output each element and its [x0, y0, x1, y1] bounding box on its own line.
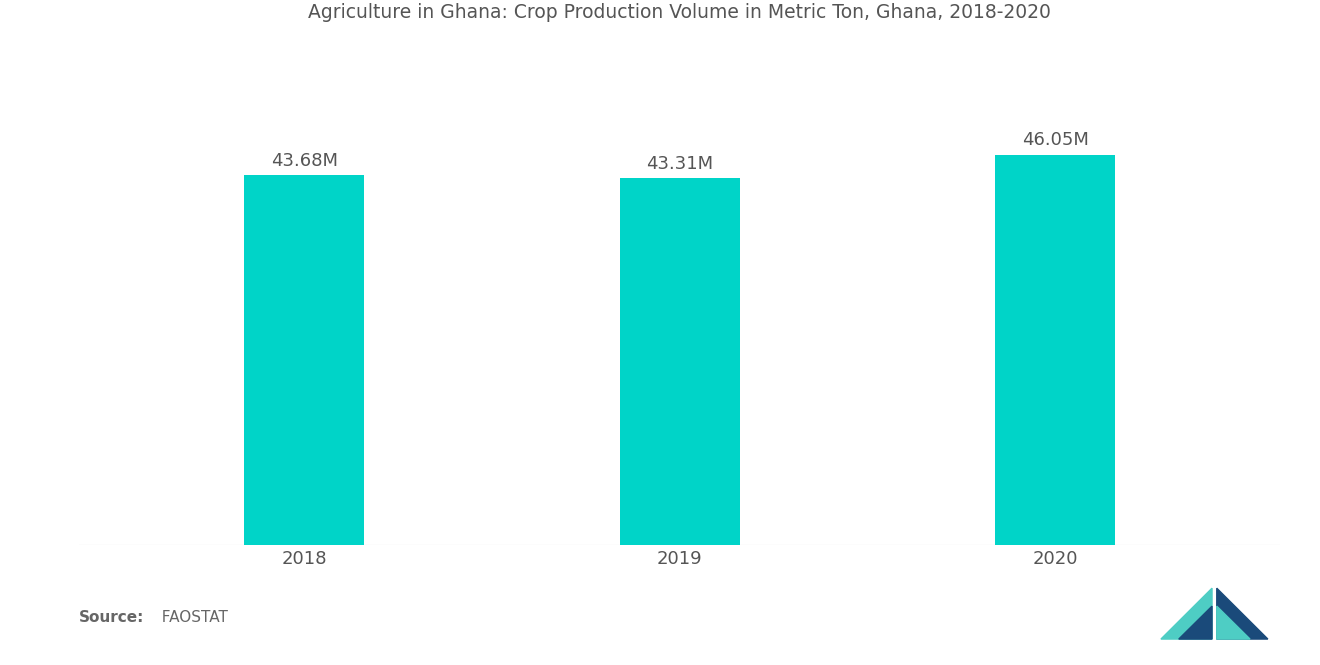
Polygon shape	[1179, 606, 1212, 639]
Bar	[995, 154, 1115, 545]
Polygon shape	[1217, 589, 1267, 639]
Text: 43.68M: 43.68M	[271, 152, 338, 170]
Text: 43.31M: 43.31M	[647, 155, 713, 173]
Text: 46.05M: 46.05M	[1022, 132, 1089, 150]
Polygon shape	[1162, 589, 1212, 639]
Bar	[244, 175, 364, 545]
Title: Agriculture in Ghana: Crop Production Volume in Metric Ton, Ghana, 2018-2020: Agriculture in Ghana: Crop Production Vo…	[309, 3, 1051, 23]
Text: Source:: Source:	[79, 610, 145, 625]
Polygon shape	[1217, 606, 1250, 639]
Text: FAOSTAT: FAOSTAT	[152, 610, 227, 625]
Bar	[619, 178, 739, 545]
